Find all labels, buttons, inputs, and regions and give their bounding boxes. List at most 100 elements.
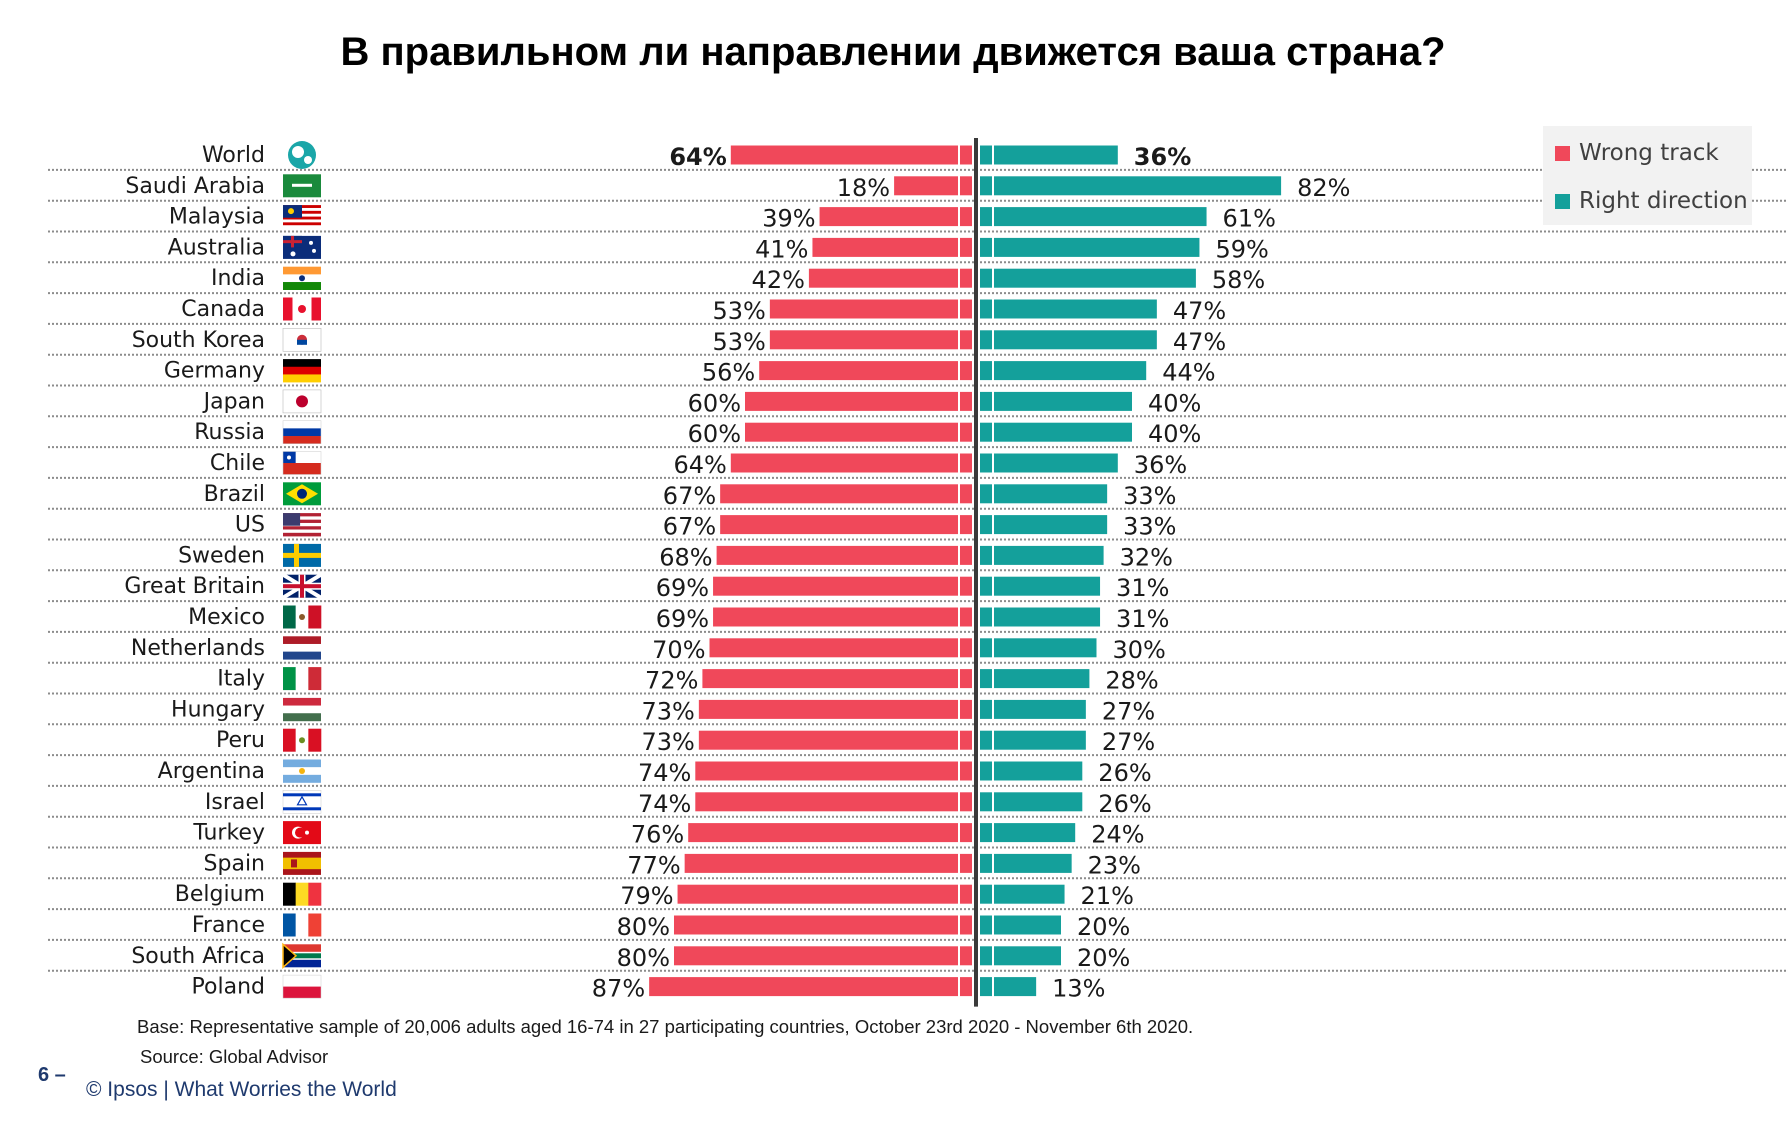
bar-wrong-track-cap (960, 977, 972, 997)
bar-wrong-track (698, 699, 958, 719)
bar-wrong-track (688, 823, 958, 843)
bar-right-direction-cap (980, 330, 992, 350)
bar-wrong-track-cap (960, 484, 972, 504)
australia-flag-icon (283, 235, 321, 259)
value-label-wrong-track: 18% (837, 174, 890, 202)
category-label: Sweden (178, 543, 265, 568)
bar-right-direction (994, 391, 1132, 411)
bar-right-direction-cap (980, 792, 992, 812)
bar-wrong-track (819, 207, 958, 227)
bar-right-direction-cap (980, 237, 992, 257)
value-label-right-direction: 36% (1134, 451, 1187, 479)
value-label-right-direction: 30% (1113, 636, 1166, 664)
value-label-right-direction: 23% (1088, 851, 1141, 879)
bar-wrong-track (713, 576, 958, 596)
mexico-flag-icon (283, 605, 322, 629)
turkey-flag-icon (283, 821, 321, 845)
bar-right-direction-cap (980, 299, 992, 319)
bar-right-direction-cap (980, 422, 992, 442)
south-africa-flag-icon (282, 942, 321, 969)
bar-right-direction (994, 484, 1108, 504)
value-label-right-direction: 27% (1102, 728, 1155, 756)
value-label-wrong-track: 67% (663, 513, 716, 541)
value-label-wrong-track: 39% (762, 205, 815, 233)
value-label-wrong-track: 42% (752, 266, 805, 294)
bar-right-direction-cap (980, 145, 992, 165)
great-britain-flag-icon (281, 572, 323, 600)
category-label: India (211, 266, 265, 291)
bar-right-direction (994, 792, 1083, 812)
footnote-base: Base: Representative sample of 20,006 ad… (137, 1016, 1194, 1037)
chile-flag-icon (282, 451, 322, 475)
bar-right-direction-cap (980, 915, 992, 935)
value-label-right-direction: 21% (1081, 882, 1134, 910)
bar-wrong-track (769, 299, 958, 319)
germany-flag-icon (283, 359, 321, 383)
bar-right-direction (994, 607, 1101, 627)
value-label-wrong-track: 41% (755, 235, 808, 263)
value-label-wrong-track: 64% (669, 143, 726, 171)
bar-wrong-track-cap (960, 361, 972, 381)
bar-right-direction-cap (980, 453, 992, 473)
bar-right-direction (994, 730, 1086, 750)
bar-right-direction (994, 176, 1282, 196)
bar-right-direction (994, 268, 1196, 288)
category-label: Russia (194, 420, 265, 445)
category-label: Poland (192, 975, 265, 1000)
bar-wrong-track-cap (960, 145, 972, 165)
bar-wrong-track-cap (960, 576, 972, 596)
argentina-flag-icon (283, 759, 321, 783)
bar-right-direction (994, 237, 1200, 257)
category-label: South Africa (131, 944, 265, 969)
value-label-right-direction: 40% (1148, 420, 1201, 448)
bar-wrong-track-cap (960, 391, 972, 411)
bar-right-direction (994, 915, 1061, 935)
bar-right-direction-cap (980, 761, 992, 781)
bar-right-direction-cap (980, 607, 992, 627)
bar-wrong-track-cap (960, 299, 972, 319)
bar-wrong-track-cap (960, 207, 972, 227)
bar-right-direction-cap (980, 730, 992, 750)
bar-wrong-track-cap (960, 915, 972, 935)
bar-wrong-track (674, 915, 958, 935)
malaysia-flag-icon (283, 205, 321, 229)
value-label-right-direction: 20% (1077, 944, 1130, 972)
bar-right-direction (994, 638, 1097, 658)
value-label-wrong-track: 53% (713, 328, 766, 356)
value-label-right-direction: 13% (1052, 975, 1105, 1003)
value-label-right-direction: 27% (1102, 697, 1155, 725)
category-label: Australia (168, 235, 265, 260)
bar-wrong-track (745, 391, 958, 411)
category-label: US (235, 513, 265, 538)
category-label: Israel (205, 790, 265, 815)
footnote-source: Source: Global Advisor (140, 1046, 329, 1067)
bar-right-direction (994, 330, 1157, 350)
bar-right-direction (994, 145, 1118, 165)
value-label-wrong-track: 79% (620, 882, 673, 910)
bar-wrong-track-cap (960, 453, 972, 473)
south-korea-flag-icon (282, 327, 322, 352)
value-label-wrong-track: 70% (652, 636, 705, 664)
belgium-flag-icon (283, 882, 322, 906)
category-label: Hungary (171, 697, 265, 722)
value-label-right-direction: 28% (1105, 667, 1158, 695)
bar-right-direction (994, 699, 1086, 719)
value-label-wrong-track: 73% (642, 697, 695, 725)
value-label-wrong-track: 69% (656, 605, 709, 633)
legend-swatch-right-direction (1555, 193, 1570, 209)
category-label: Japan (202, 389, 265, 414)
bar-wrong-track-cap (960, 330, 972, 350)
india-flag-icon (283, 266, 321, 290)
spain-flag-icon (283, 851, 321, 875)
globe-icon (288, 141, 316, 169)
brand-footer: © Ipsos | What Worries the World (86, 1078, 397, 1101)
bar-wrong-track (695, 761, 958, 781)
bar-wrong-track-cap (960, 946, 972, 966)
bar-right-direction-cap (980, 515, 992, 535)
russia-flag-icon (282, 420, 322, 444)
category-label: Peru (216, 728, 265, 753)
bar-wrong-track (812, 237, 958, 257)
italy-flag-icon (283, 667, 322, 691)
value-label-right-direction: 32% (1120, 543, 1173, 571)
hungary-flag-icon (283, 697, 321, 722)
